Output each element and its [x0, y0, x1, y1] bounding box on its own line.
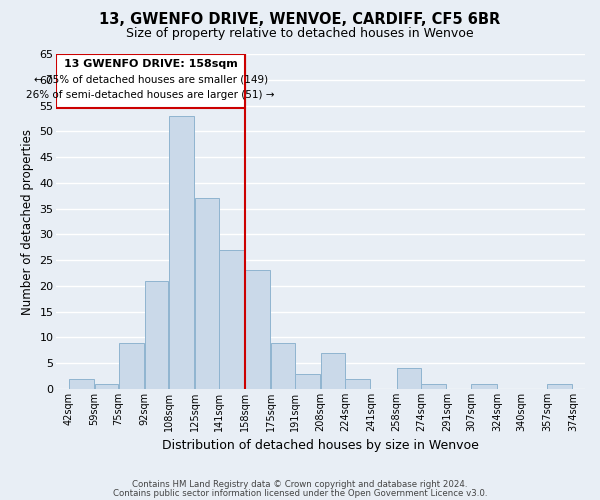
Text: 26% of semi-detached houses are larger (51) →: 26% of semi-detached houses are larger (…	[26, 90, 275, 100]
Text: Contains HM Land Registry data © Crown copyright and database right 2024.: Contains HM Land Registry data © Crown c…	[132, 480, 468, 489]
X-axis label: Distribution of detached houses by size in Wenvoe: Distribution of detached houses by size …	[162, 440, 479, 452]
Y-axis label: Number of detached properties: Number of detached properties	[21, 128, 34, 314]
Bar	[547, 384, 572, 389]
Bar	[421, 384, 446, 389]
Text: Contains public sector information licensed under the Open Government Licence v3: Contains public sector information licen…	[113, 489, 487, 498]
Text: Size of property relative to detached houses in Wenvoe: Size of property relative to detached ho…	[126, 28, 474, 40]
Text: 13, GWENFO DRIVE, WENVOE, CARDIFF, CF5 6BR: 13, GWENFO DRIVE, WENVOE, CARDIFF, CF5 6…	[100, 12, 500, 28]
Bar	[271, 342, 295, 389]
Bar	[169, 116, 194, 389]
Bar	[397, 368, 421, 389]
Bar	[69, 378, 94, 389]
Bar	[346, 378, 370, 389]
Bar	[220, 250, 244, 389]
Bar	[195, 198, 218, 389]
Bar	[472, 384, 497, 389]
Bar	[145, 281, 169, 389]
Bar	[119, 342, 144, 389]
Text: ← 75% of detached houses are smaller (149): ← 75% of detached houses are smaller (14…	[34, 74, 268, 85]
Bar	[95, 384, 118, 389]
FancyBboxPatch shape	[56, 54, 245, 108]
Text: 13 GWENFO DRIVE: 158sqm: 13 GWENFO DRIVE: 158sqm	[64, 59, 238, 69]
Bar	[295, 374, 320, 389]
Bar	[321, 353, 344, 389]
Bar	[245, 270, 270, 389]
